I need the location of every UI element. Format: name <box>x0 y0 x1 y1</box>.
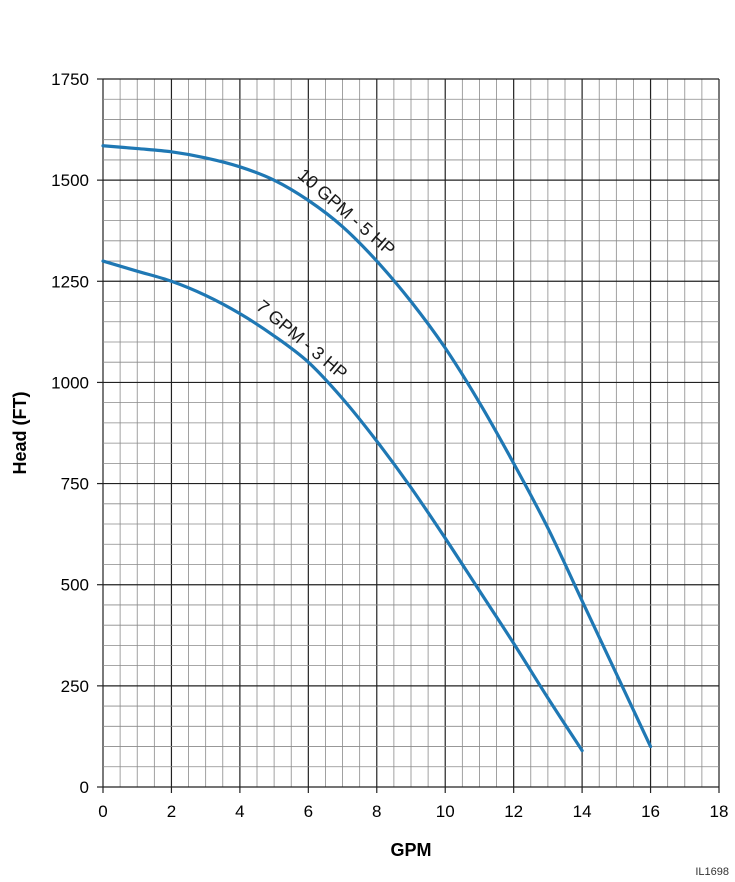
y-tick-label: 250 <box>61 677 89 696</box>
x-tick-labels: 0 2 4 6 8 10 12 14 16 18 <box>98 802 728 821</box>
y-tick-label: 1750 <box>51 70 89 89</box>
y-tick-label: 1250 <box>51 272 89 291</box>
x-tick-label: 0 <box>98 802 107 821</box>
x-axis-title: GPM <box>390 840 431 860</box>
y-axis-title: Head (FT) <box>10 391 30 474</box>
x-tick-label: 4 <box>235 802 244 821</box>
x-tick-label: 12 <box>504 802 523 821</box>
y-tick-label: 500 <box>61 576 89 595</box>
y-tick-label: 1000 <box>51 373 89 392</box>
y-tick-label: 0 <box>80 778 89 797</box>
series-label-1: 10 GPM - 5 HP <box>294 165 399 260</box>
x-tick-label: 16 <box>641 802 660 821</box>
x-tick-label: 6 <box>304 802 313 821</box>
x-tick-label: 14 <box>573 802 592 821</box>
figure-id: IL1698 <box>695 866 729 878</box>
x-tick-label: 18 <box>710 802 729 821</box>
y-tick-label: 750 <box>61 475 89 494</box>
x-tick-label: 8 <box>372 802 381 821</box>
y-tick-label: 1500 <box>51 171 89 190</box>
series-line-1 <box>101 144 653 749</box>
series-curves <box>101 144 653 753</box>
series-line-2 <box>101 259 584 753</box>
y-tick-labels: 0 250 500 750 1000 1250 1500 1750 <box>51 70 89 797</box>
x-tick-label: 10 <box>436 802 455 821</box>
series-label-2: 7 GPM - 3 HP <box>253 296 352 383</box>
x-tick-label: 2 <box>167 802 176 821</box>
grid <box>97 78 720 793</box>
